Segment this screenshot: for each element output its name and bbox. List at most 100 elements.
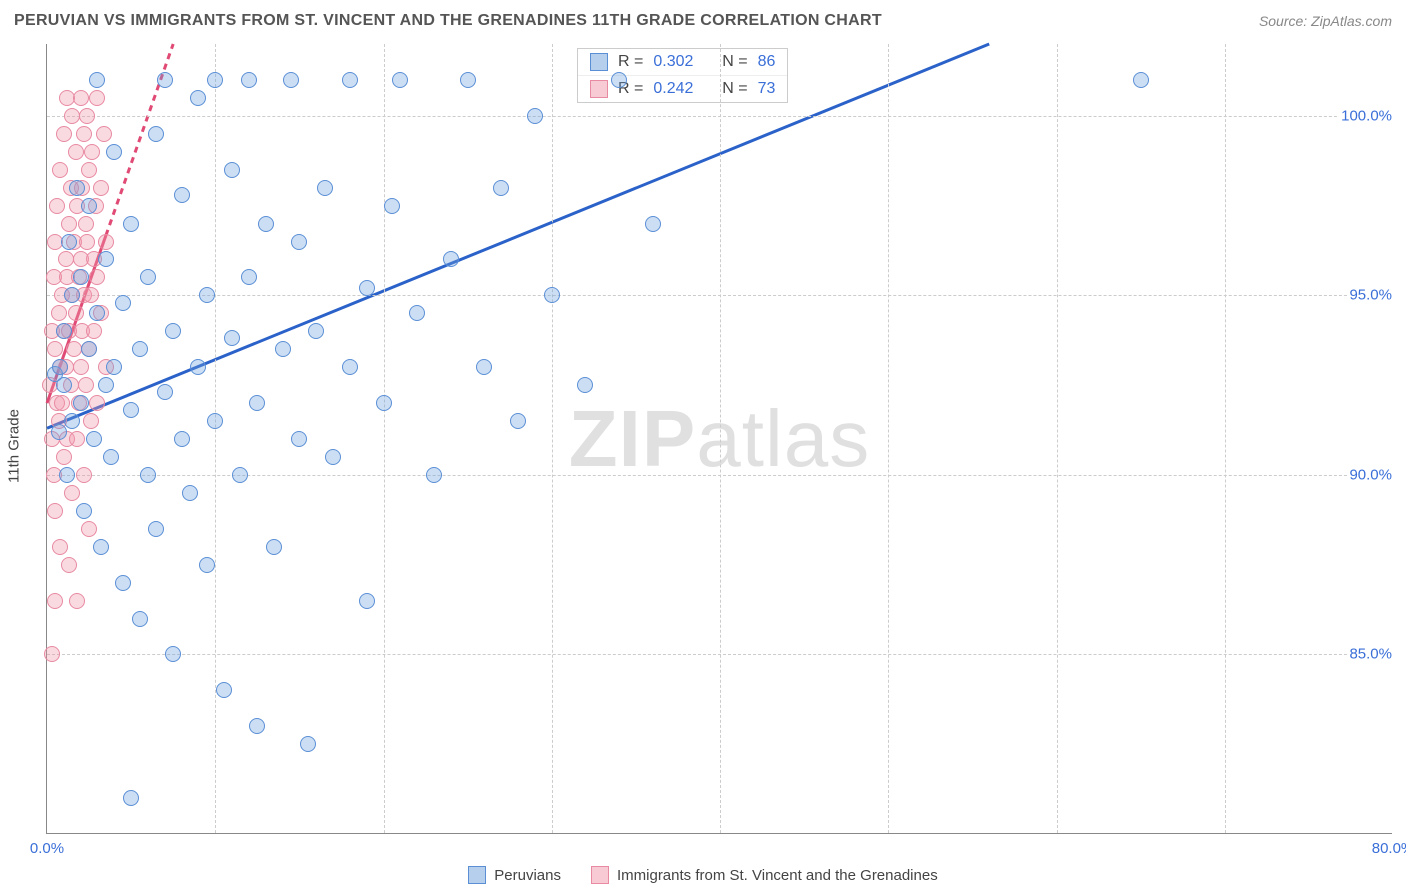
data-point bbox=[283, 72, 299, 88]
data-point bbox=[69, 180, 85, 196]
data-point bbox=[460, 72, 476, 88]
data-point bbox=[190, 90, 206, 106]
data-point bbox=[64, 108, 80, 124]
data-point bbox=[52, 539, 68, 555]
data-point bbox=[359, 593, 375, 609]
data-point bbox=[317, 180, 333, 196]
data-point bbox=[359, 280, 375, 296]
data-point bbox=[47, 503, 63, 519]
data-point bbox=[79, 234, 95, 250]
data-point bbox=[81, 162, 97, 178]
data-point bbox=[106, 144, 122, 160]
data-point bbox=[224, 330, 240, 346]
swatch-blue bbox=[468, 866, 486, 884]
data-point bbox=[106, 359, 122, 375]
data-point bbox=[89, 72, 105, 88]
data-point bbox=[123, 216, 139, 232]
data-point bbox=[58, 251, 74, 267]
data-point bbox=[47, 593, 63, 609]
data-point bbox=[258, 216, 274, 232]
data-point bbox=[78, 216, 94, 232]
data-point bbox=[291, 431, 307, 447]
data-point bbox=[140, 269, 156, 285]
data-point bbox=[132, 341, 148, 357]
data-point bbox=[174, 431, 190, 447]
legend-item-pink: Immigrants from St. Vincent and the Gren… bbox=[591, 866, 938, 884]
stats-row-blue: R = 0.302 N = 86 bbox=[578, 49, 787, 76]
chart-title: PERUVIAN VS IMMIGRANTS FROM ST. VINCENT … bbox=[14, 12, 882, 30]
data-point bbox=[98, 234, 114, 250]
data-point bbox=[66, 341, 82, 357]
data-point bbox=[89, 305, 105, 321]
data-point bbox=[325, 449, 341, 465]
data-point bbox=[89, 90, 105, 106]
data-point bbox=[392, 72, 408, 88]
gridline-v bbox=[384, 44, 385, 833]
data-point bbox=[527, 108, 543, 124]
data-point bbox=[308, 323, 324, 339]
data-point bbox=[611, 72, 627, 88]
data-point bbox=[64, 413, 80, 429]
data-point bbox=[69, 593, 85, 609]
data-point bbox=[76, 126, 92, 142]
data-point bbox=[1133, 72, 1149, 88]
gridline-v bbox=[720, 44, 721, 833]
plot-area: ZIPatlas R = 0.302 N = 86 R = 0.242 N = … bbox=[46, 44, 1392, 834]
data-point bbox=[73, 359, 89, 375]
data-point bbox=[291, 234, 307, 250]
data-point bbox=[98, 377, 114, 393]
data-point bbox=[148, 521, 164, 537]
data-point bbox=[83, 413, 99, 429]
x-tick-label: 80.0% bbox=[1372, 840, 1406, 857]
data-point bbox=[232, 467, 248, 483]
data-point bbox=[47, 341, 63, 357]
data-point bbox=[493, 180, 509, 196]
data-point bbox=[275, 341, 291, 357]
data-point bbox=[98, 251, 114, 267]
data-point bbox=[61, 216, 77, 232]
stats-box: R = 0.302 N = 86 R = 0.242 N = 73 bbox=[577, 48, 788, 103]
data-point bbox=[93, 180, 109, 196]
y-tick-label: 95.0% bbox=[1347, 287, 1394, 304]
data-point bbox=[300, 736, 316, 752]
data-point bbox=[44, 646, 60, 662]
data-point bbox=[81, 521, 97, 537]
data-point bbox=[207, 413, 223, 429]
y-tick-label: 85.0% bbox=[1347, 646, 1394, 663]
x-tick-label: 0.0% bbox=[30, 840, 64, 857]
data-point bbox=[93, 539, 109, 555]
data-point bbox=[83, 287, 99, 303]
data-point bbox=[89, 269, 105, 285]
data-point bbox=[174, 187, 190, 203]
data-point bbox=[249, 718, 265, 734]
data-point bbox=[103, 449, 119, 465]
data-point bbox=[56, 377, 72, 393]
data-point bbox=[384, 198, 400, 214]
data-point bbox=[207, 72, 223, 88]
data-point bbox=[68, 305, 84, 321]
data-point bbox=[249, 395, 265, 411]
data-point bbox=[73, 395, 89, 411]
data-point bbox=[510, 413, 526, 429]
data-point bbox=[52, 162, 68, 178]
data-point bbox=[645, 216, 661, 232]
gridline-v bbox=[1057, 44, 1058, 833]
data-point bbox=[577, 377, 593, 393]
data-point bbox=[157, 72, 173, 88]
data-point bbox=[56, 449, 72, 465]
data-point bbox=[69, 431, 85, 447]
data-point bbox=[86, 323, 102, 339]
data-point bbox=[73, 269, 89, 285]
y-tick-label: 90.0% bbox=[1347, 466, 1394, 483]
data-point bbox=[376, 395, 392, 411]
data-point bbox=[96, 126, 112, 142]
data-point bbox=[165, 646, 181, 662]
data-point bbox=[443, 251, 459, 267]
data-point bbox=[409, 305, 425, 321]
data-point bbox=[148, 126, 164, 142]
stats-row-pink: R = 0.242 N = 73 bbox=[578, 76, 787, 102]
gridline-v bbox=[215, 44, 216, 833]
data-point bbox=[182, 485, 198, 501]
data-point bbox=[199, 287, 215, 303]
data-point bbox=[76, 467, 92, 483]
